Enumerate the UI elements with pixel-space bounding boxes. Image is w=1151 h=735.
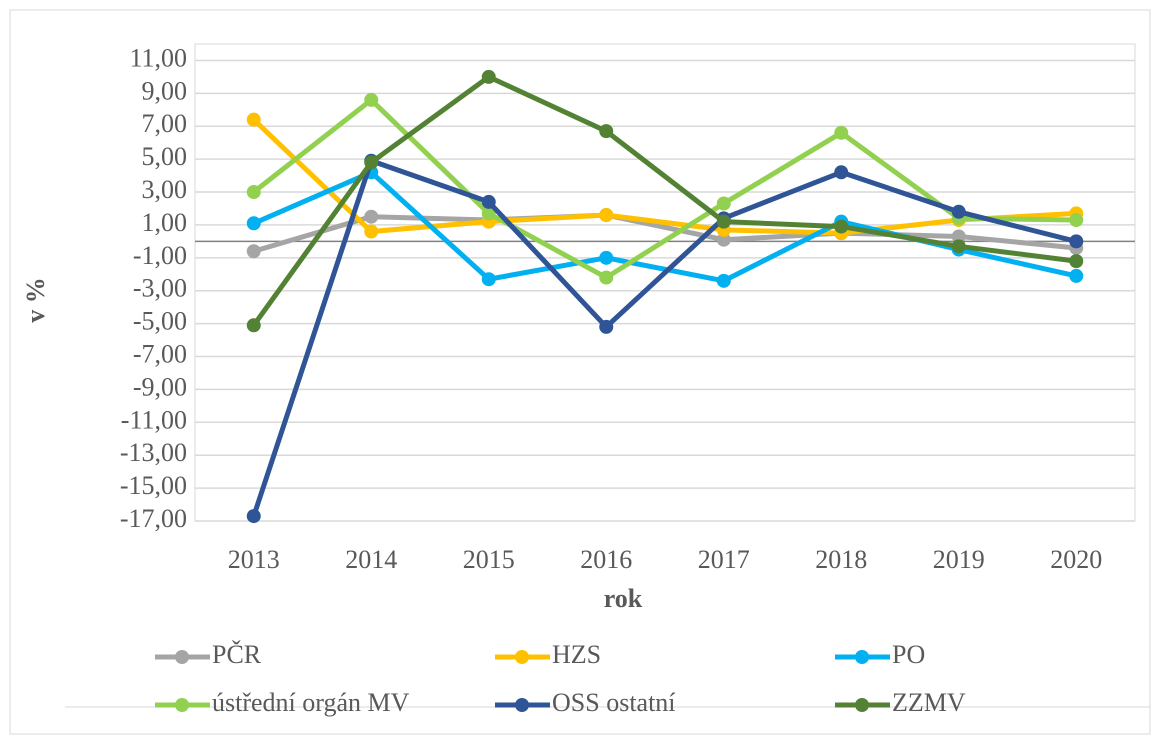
legend-marker [855,650,869,664]
legend-label: PČR [212,640,262,669]
y-tick-label: -3,00 [133,274,187,303]
data-point [834,165,849,180]
series-line [252,117,1077,236]
x-tick-label: 2015 [463,545,515,574]
legend-label: OSS ostatní [552,688,676,717]
x-tick-label: 2019 [933,545,985,574]
data-point [716,232,731,247]
series-line [251,74,1077,327]
legend-label: HZS [552,640,601,669]
data-point [481,206,496,221]
data-point [599,319,614,334]
x-tick-label: 2020 [1050,545,1102,574]
data-point [364,92,379,107]
y-tick-label: -13,00 [120,438,187,467]
legend-marker [515,698,529,712]
data-point [364,155,379,170]
y-tick-label: -5,00 [133,307,187,336]
x-tick-label: 2017 [698,545,750,574]
legend-label: PO [892,640,925,669]
data-point [481,194,496,209]
data-point [599,124,614,139]
data-point [1069,268,1084,283]
data-point [246,112,261,127]
y-tick-label: -17,00 [120,504,187,533]
data-point [599,208,614,223]
data-point [834,125,849,140]
data-point [246,216,261,231]
legend-label: ZZMV [892,688,966,717]
y-tick-label: -7,00 [133,339,187,368]
x-tick-label: 2014 [345,545,397,574]
data-point [1069,234,1084,249]
y-tick-label: -1,00 [133,241,187,270]
data-point [599,270,614,285]
series-line [253,212,1077,254]
data-point [246,185,261,200]
y-tick-label: 11,00 [129,43,187,72]
y-tick-label: 1,00 [142,208,188,237]
legend-marker [515,650,529,664]
chart-frame [9,9,1151,735]
data-point [834,219,849,234]
data-point [716,214,731,229]
data-point [364,209,379,224]
data-point [1069,212,1084,227]
x-axis-title: rok [604,584,643,613]
y-tick-label: 7,00 [142,109,188,138]
y-axis-title: v % [21,277,50,323]
data-point [951,239,966,254]
data-point [951,229,966,244]
legend-marker [175,650,189,664]
plot-border [194,43,1136,522]
data-point [364,224,379,239]
data-point [246,244,261,259]
y-tick-label: -11,00 [121,405,187,434]
legend-label: ústřední orgán MV [212,688,410,717]
legend-marker [175,698,189,712]
x-tick-label: 2013 [228,545,280,574]
y-tick-label: -9,00 [133,372,187,401]
y-tick-label: 3,00 [142,175,188,204]
data-point [599,250,614,265]
legend-marker [855,698,869,712]
x-tick-label: 2018 [815,545,867,574]
x-tick-label: 2016 [580,545,632,574]
data-point [481,272,496,287]
y-tick-label: -15,00 [120,471,187,500]
y-tick-label: 9,00 [142,76,188,105]
y-tick-label: 5,00 [142,142,188,171]
data-point [716,273,731,288]
data-point [481,69,496,84]
data-point [951,204,966,219]
data-point [246,318,261,333]
series-line [251,158,1077,517]
data-point [716,196,731,211]
data-point [246,509,261,524]
data-point [1069,254,1084,269]
